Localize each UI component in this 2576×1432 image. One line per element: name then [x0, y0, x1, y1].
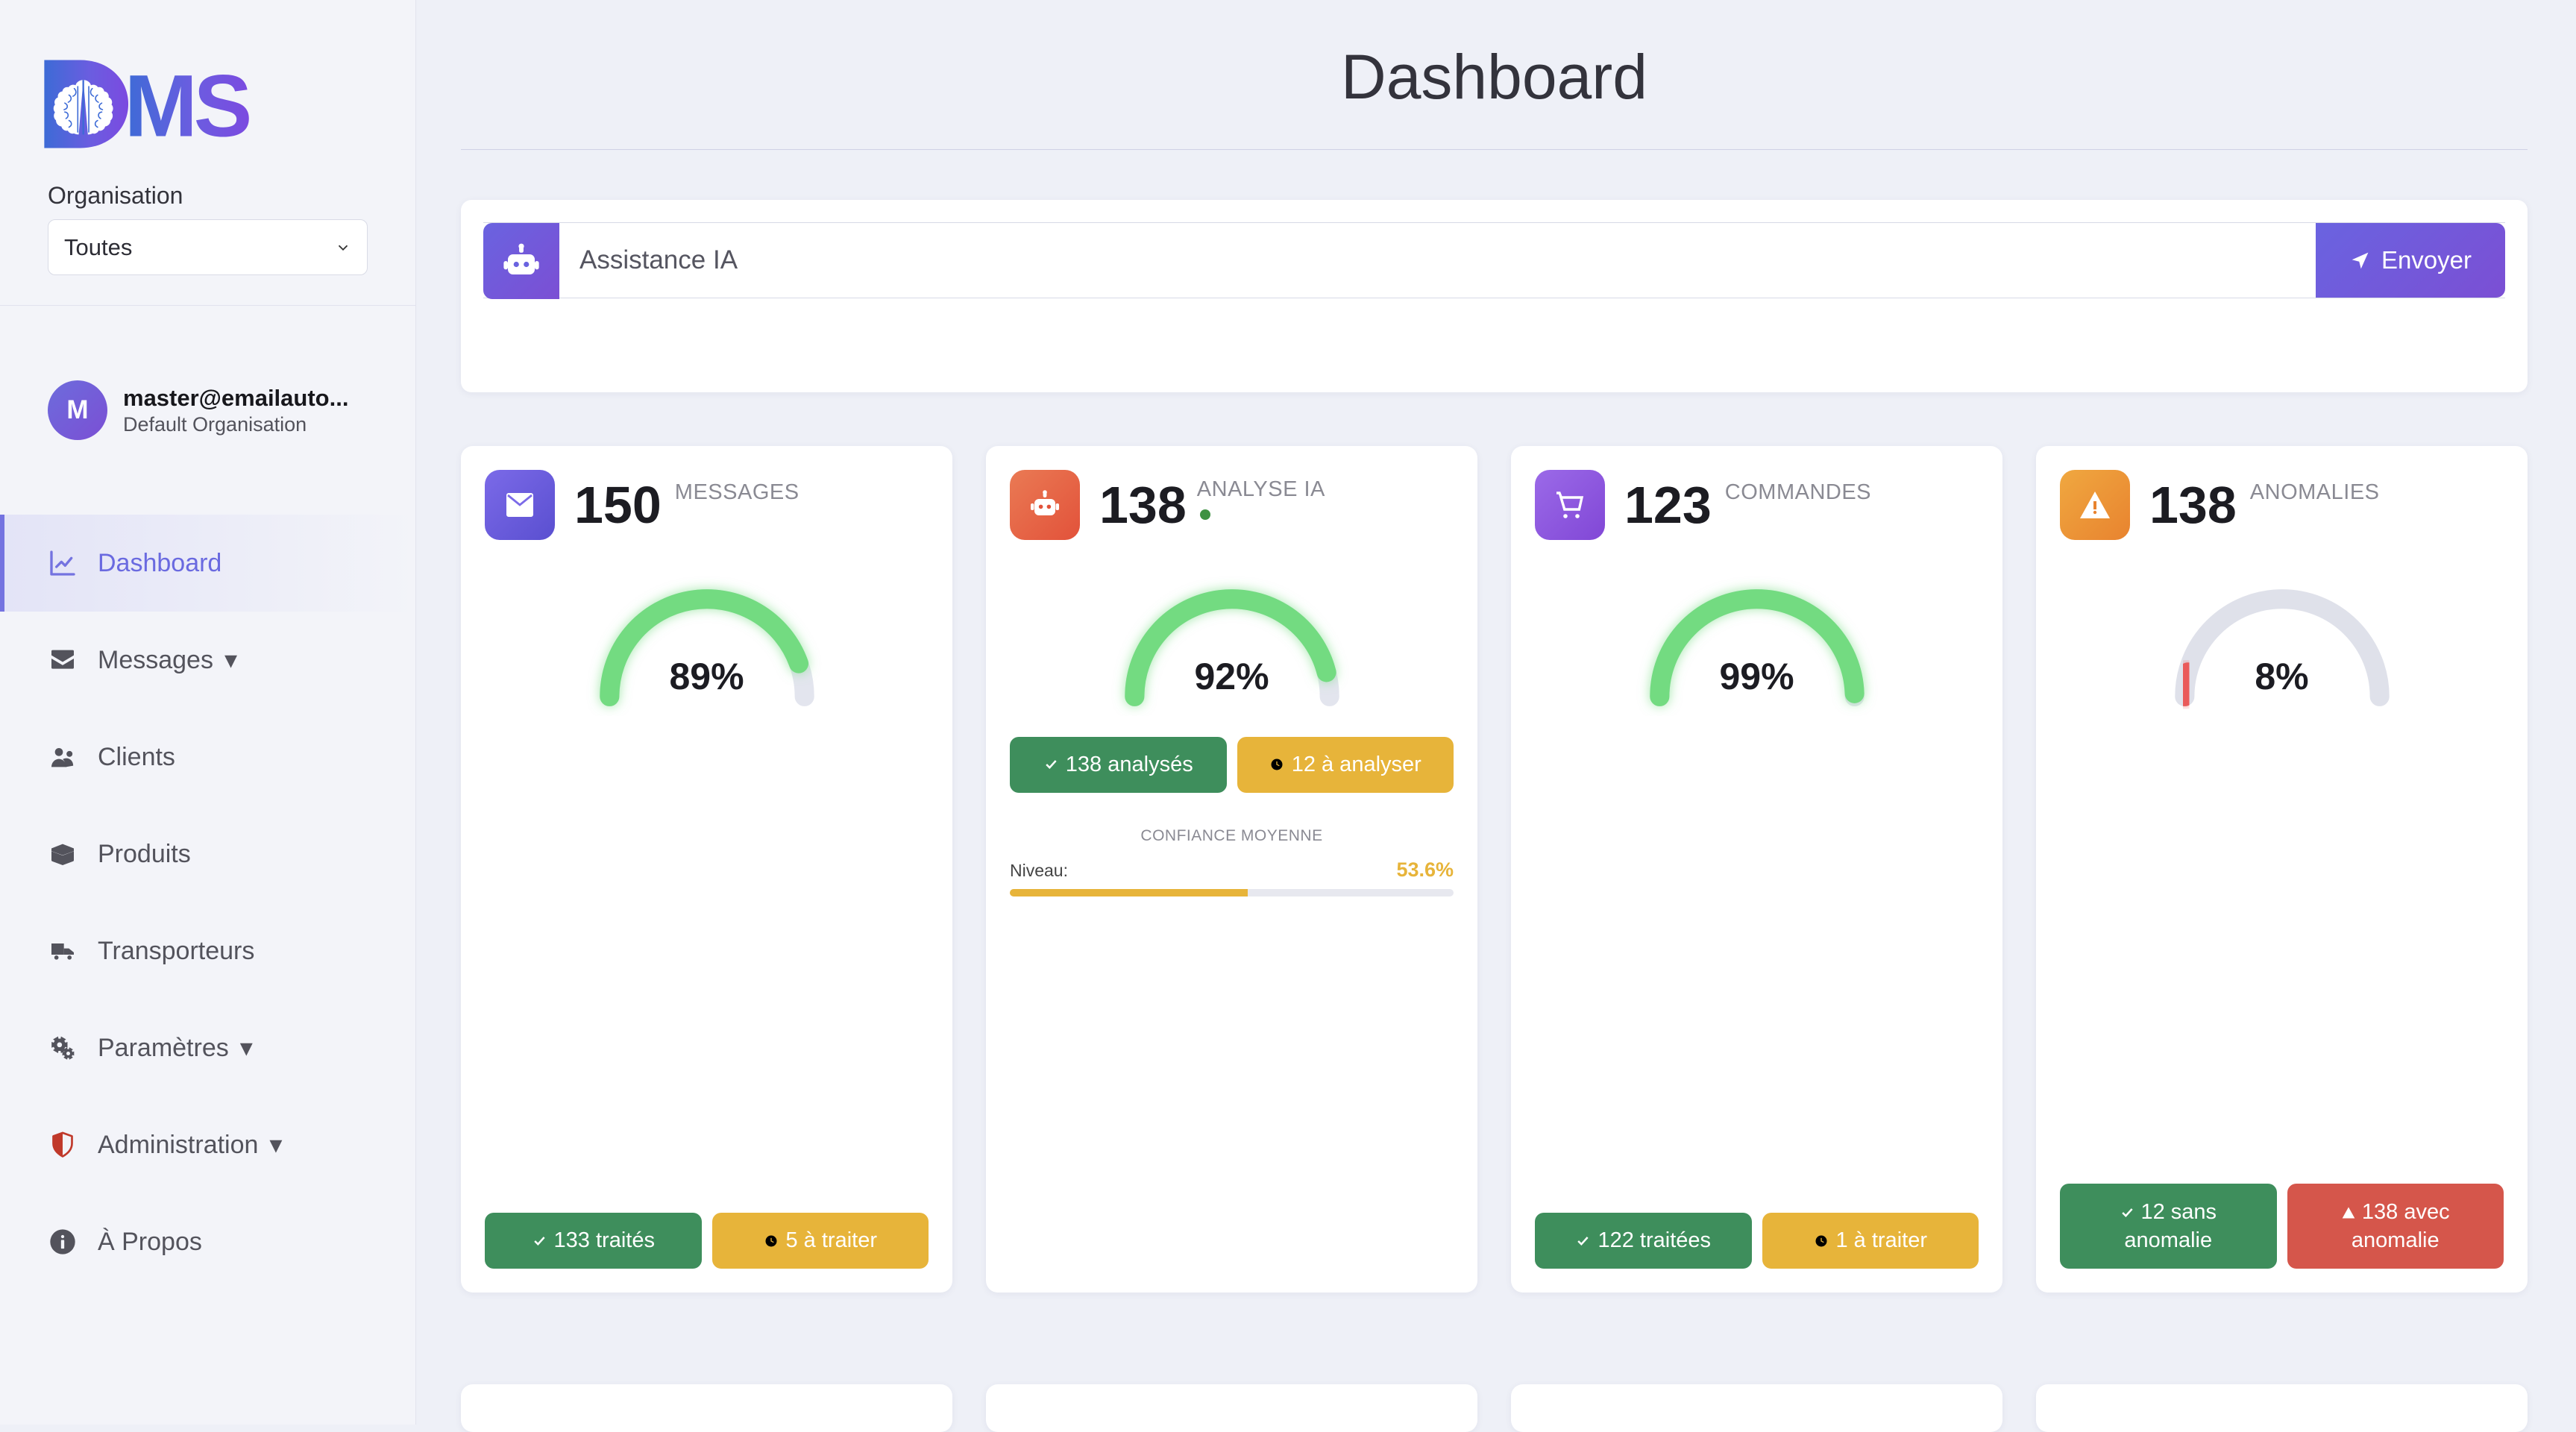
svg-text:MS: MS: [125, 57, 250, 152]
